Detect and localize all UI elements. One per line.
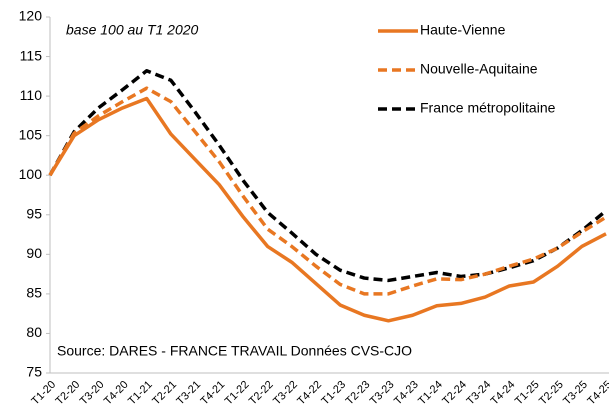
- y-tick-label: 75: [26, 364, 42, 380]
- legend-label: Haute-Vienne: [420, 22, 506, 38]
- legend-label: Nouvelle-Aquitaine: [420, 61, 538, 77]
- x-tick-label: T2-21: [150, 379, 179, 408]
- x-tick-label: T3-20: [78, 379, 107, 408]
- x-tick-label: T3-21: [174, 379, 203, 408]
- x-tick-label: T3-23: [368, 379, 397, 408]
- y-tick-label: 105: [19, 126, 43, 142]
- legend-label: France métropolitaine: [420, 100, 556, 116]
- x-tick-label: T4-25: [585, 379, 609, 408]
- source: Source: DARES - FRANCE TRAVAIL Données C…: [57, 343, 412, 359]
- x-tick-label: T4-20: [102, 379, 131, 408]
- x-tick-label: T2-23: [344, 379, 373, 408]
- annotation: base 100 au T1 2020: [66, 22, 199, 38]
- y-tick-label: 85: [26, 285, 42, 301]
- y-tick-label: 80: [26, 324, 42, 340]
- line-series: [48, 86, 607, 296]
- x-tick-label: T4-22: [295, 379, 324, 408]
- x-tick-label: T1-21: [126, 379, 155, 408]
- x-tick-label: T1-24: [416, 379, 445, 408]
- x-tick-label: T2-24: [440, 379, 469, 408]
- x-tick-label: T1-25: [513, 379, 542, 408]
- x-tick-label: T3-25: [561, 379, 590, 408]
- y-tick-label: 100: [19, 166, 43, 182]
- x-tick-label: T4-24: [489, 379, 518, 408]
- y-tick-label: 95: [26, 205, 42, 221]
- y-tick-label: 90: [26, 245, 42, 261]
- x-tick-label: T4-23: [392, 379, 421, 408]
- y-tick-label: 120: [19, 8, 43, 24]
- x-tick-label: T1-20: [29, 379, 58, 408]
- line-series: [48, 96, 607, 323]
- y-tick-label: 110: [20, 87, 43, 103]
- y-tick-label: 115: [20, 47, 43, 63]
- x-tick-label: T4-21: [199, 379, 228, 408]
- x-tick-label: T2-20: [54, 379, 83, 408]
- x-tick-label: T1-23: [319, 379, 348, 408]
- x-tick-label: T3-22: [271, 379, 300, 408]
- x-tick-label: T2-25: [537, 379, 566, 408]
- x-tick-label: T3-24: [464, 379, 493, 408]
- x-tick-label: T1-22: [223, 379, 252, 408]
- x-tick-label: T2-22: [247, 379, 276, 408]
